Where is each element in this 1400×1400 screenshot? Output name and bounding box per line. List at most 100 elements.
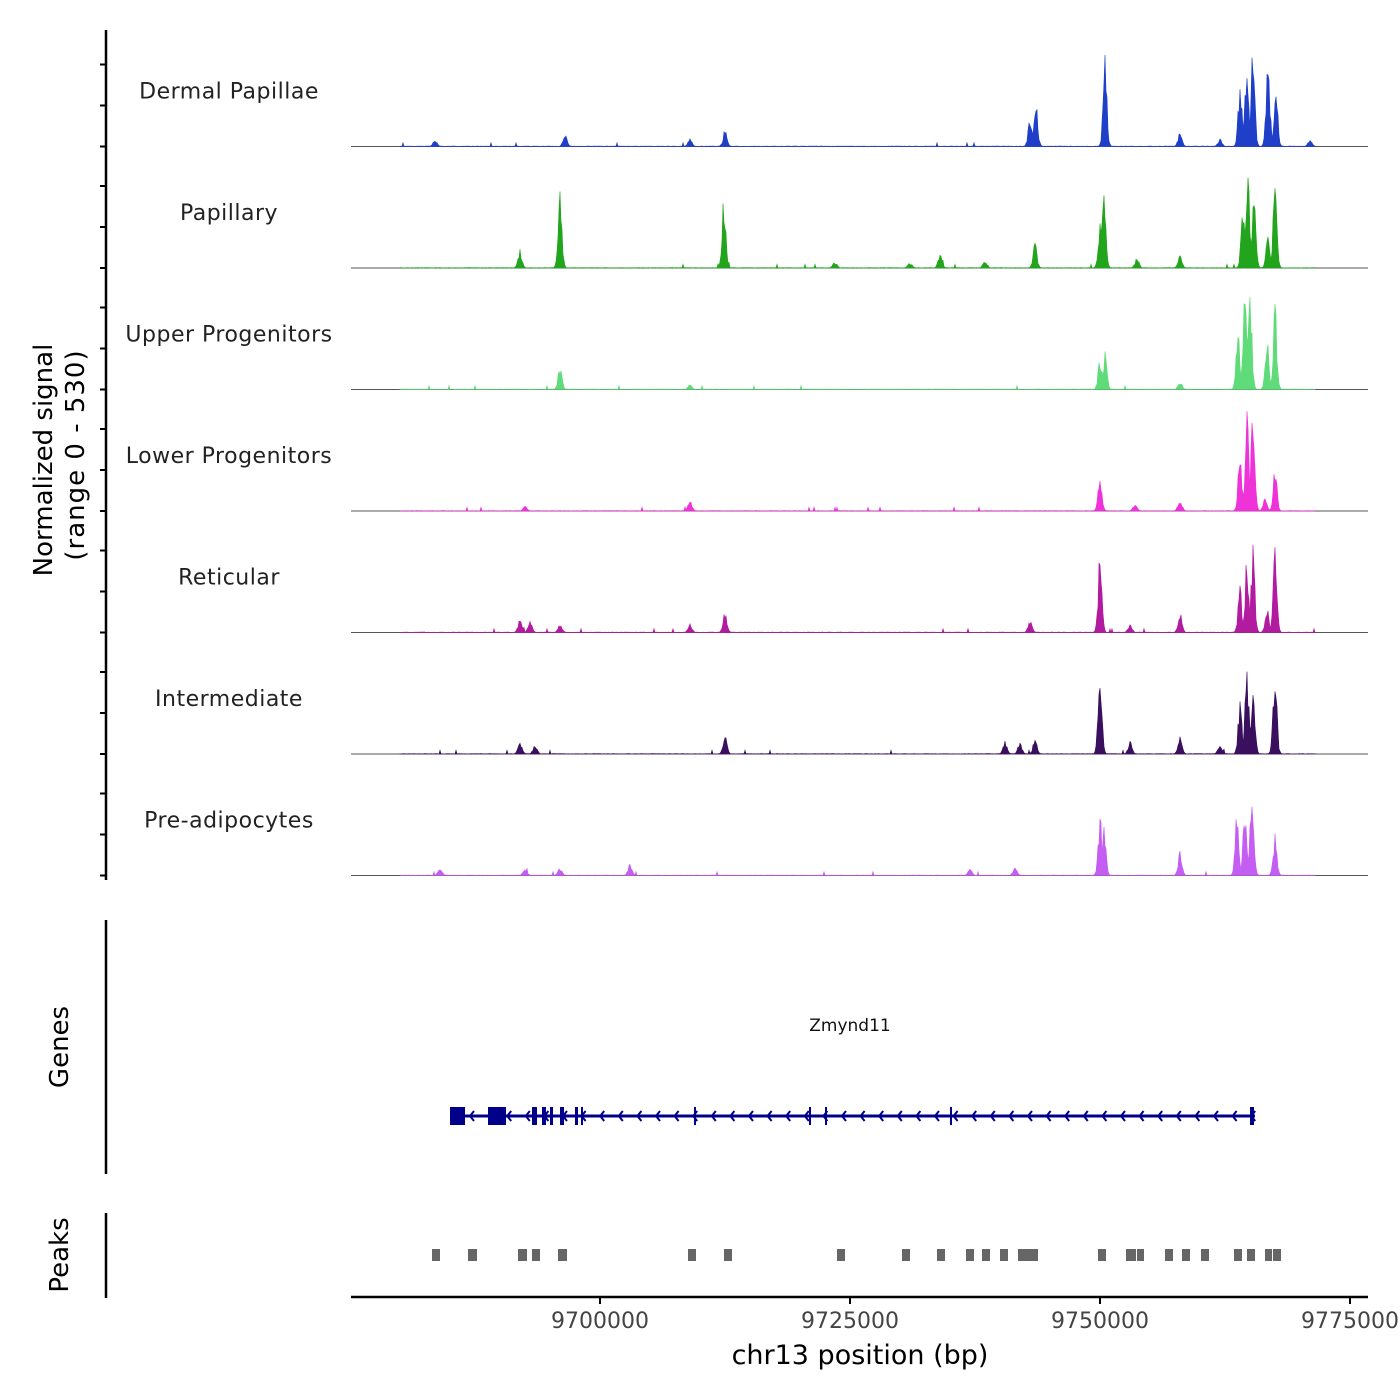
gene-exon	[532, 1107, 537, 1125]
gene-exon	[694, 1107, 696, 1125]
strand-arrow	[803, 1110, 810, 1122]
peak-region	[432, 1249, 440, 1261]
track-upper-progenitors: Upper Progenitors	[125, 296, 1368, 390]
strand-arrow	[1231, 1110, 1238, 1122]
strand-arrow	[784, 1110, 791, 1122]
gene-model-zmynd11	[450, 1107, 1256, 1125]
strand-arrow	[970, 1110, 977, 1122]
track-reticular: Reticular	[178, 544, 1368, 634]
peak-region	[518, 1249, 527, 1261]
peak-region	[1201, 1249, 1209, 1261]
strand-arrow	[766, 1110, 773, 1122]
peak-region	[966, 1249, 974, 1261]
peak-region	[902, 1249, 910, 1261]
x-axis-ticks: 9700000 9725000 9750000 9775000	[551, 1297, 1399, 1334]
gene-exon	[581, 1107, 583, 1125]
strand-arrow	[710, 1110, 717, 1122]
x-axis: 9700000 9725000 9750000 9775000	[351, 1295, 1399, 1334]
gene-exon	[1250, 1107, 1254, 1125]
gene-exon	[950, 1107, 952, 1125]
strand-arrow	[1156, 1110, 1163, 1122]
x-axis-label: chr13 position (bp)	[732, 1340, 989, 1371]
strand-arrow	[636, 1110, 643, 1122]
signal-y-label: Normalized signal	[29, 344, 59, 577]
gene-exon	[825, 1107, 827, 1125]
strand-arrow	[468, 1110, 475, 1122]
x-tick-label: 9750000	[1051, 1309, 1149, 1334]
strand-arrow	[505, 1110, 512, 1122]
strand-arrow	[877, 1110, 884, 1122]
strand-arrow	[617, 1110, 624, 1122]
strand-arrow	[1045, 1110, 1052, 1122]
peaks-y-label: Peaks	[45, 1217, 75, 1292]
strand-arrow	[524, 1110, 531, 1122]
peak-region	[724, 1249, 732, 1261]
track-dermal-papillae: Dermal Papillae	[139, 54, 1368, 147]
signal-y-sublabel: (range 0 - 530)	[61, 349, 91, 560]
peak-region	[837, 1249, 845, 1261]
strand-arrow	[840, 1110, 847, 1122]
signal-tracks: Dermal Papillae Papillary Upper Progenitor…	[125, 54, 1368, 876]
peak-region	[688, 1249, 696, 1261]
peak-region	[1126, 1249, 1136, 1261]
peak-region	[558, 1249, 567, 1261]
signal-area	[399, 806, 1316, 876]
strand-arrow	[1119, 1110, 1126, 1122]
strand-arrow	[1082, 1110, 1089, 1122]
gene-exon	[809, 1107, 811, 1125]
peak-region	[1265, 1249, 1272, 1261]
strand-arrow	[747, 1110, 754, 1122]
signal-area	[399, 671, 1316, 755]
x-tick-label: 9775000	[1301, 1309, 1399, 1334]
track-label: Papillary	[180, 201, 278, 226]
track-lower-progenitors: Lower Progenitors	[126, 411, 1368, 513]
peak-region	[1234, 1249, 1242, 1261]
signal-axis-ticks	[100, 63, 106, 877]
signal-area	[399, 177, 1316, 269]
peak-region	[937, 1249, 945, 1261]
peak-regions	[432, 1249, 1281, 1261]
strand-arrow	[1026, 1110, 1033, 1122]
track-label: Pre-adipocytes	[144, 809, 314, 834]
strand-arrow	[1194, 1110, 1201, 1122]
peak-region	[1182, 1249, 1190, 1261]
track-label: Reticular	[178, 566, 280, 591]
peak-region	[1247, 1249, 1255, 1261]
strand-arrow	[989, 1110, 996, 1122]
strand-arrow	[859, 1110, 866, 1122]
gene-exon	[450, 1107, 465, 1125]
strand-arrow	[729, 1110, 736, 1122]
x-tick-label: 9700000	[551, 1309, 649, 1334]
strand-arrow	[933, 1110, 940, 1122]
gene-exon	[560, 1107, 564, 1125]
peak-region	[1098, 1249, 1106, 1261]
strand-arrow	[896, 1110, 903, 1122]
gene-exon	[542, 1107, 546, 1125]
strand-arrow	[1175, 1110, 1182, 1122]
gene-exon	[575, 1107, 578, 1125]
signal-area	[399, 296, 1316, 390]
track-label: Intermediate	[155, 687, 303, 712]
strand-arrow	[1212, 1110, 1219, 1122]
strand-arrow	[1063, 1110, 1070, 1122]
peak-region	[982, 1249, 990, 1261]
peak-region	[468, 1249, 477, 1261]
genes-y-label: Genes	[45, 1006, 75, 1088]
gene-name-label: Zmynd11	[809, 1016, 890, 1036]
track-label: Upper Progenitors	[125, 323, 332, 348]
signal-y-axis	[100, 30, 108, 880]
peak-region	[532, 1249, 540, 1261]
gene-exon	[550, 1107, 553, 1125]
signal-area	[399, 544, 1316, 634]
strand-arrow	[673, 1110, 680, 1122]
peak-region	[1000, 1249, 1008, 1261]
x-tick-label: 9725000	[801, 1309, 899, 1334]
gene-exon	[488, 1107, 498, 1125]
signal-area	[399, 411, 1316, 513]
peak-region	[1273, 1249, 1281, 1261]
track-pre-adipocytes: Pre-adipocytes	[144, 806, 1368, 876]
strand-arrow	[952, 1110, 959, 1122]
strand-arrow	[1101, 1110, 1108, 1122]
gene-exon	[498, 1107, 506, 1125]
track-papillary: Papillary	[180, 177, 1368, 269]
